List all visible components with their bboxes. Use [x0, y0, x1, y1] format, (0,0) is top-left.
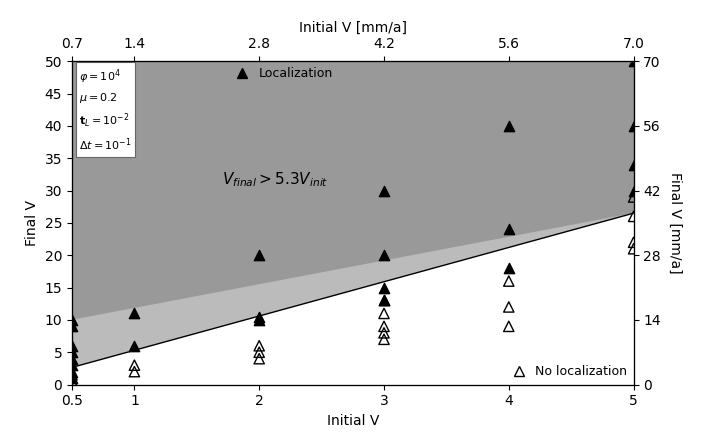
Point — [253, 313, 265, 320]
Point — [129, 368, 140, 375]
Point — [378, 187, 390, 194]
Point — [378, 252, 390, 259]
Point — [628, 239, 639, 246]
Point — [66, 378, 78, 385]
Point — [503, 323, 515, 330]
Point — [66, 371, 78, 378]
Point — [253, 349, 265, 356]
Point — [628, 187, 639, 194]
Text: $V_{final} > 5.3V_{init}$: $V_{final} > 5.3V_{init}$ — [222, 170, 328, 189]
Legend: No localization: No localization — [507, 365, 627, 378]
X-axis label: Initial V [mm/a]: Initial V [mm/a] — [299, 21, 407, 35]
Point — [66, 375, 78, 382]
Point — [628, 245, 639, 252]
Point — [503, 265, 515, 272]
Point — [378, 336, 390, 343]
Point — [503, 277, 515, 284]
Point — [129, 362, 140, 369]
Point — [66, 368, 78, 375]
Point — [66, 316, 78, 323]
Point — [253, 316, 265, 323]
Point — [628, 194, 639, 201]
Point — [66, 323, 78, 330]
Y-axis label: Final V: Final V — [25, 200, 39, 246]
Point — [378, 297, 390, 304]
Point — [66, 355, 78, 362]
Point — [129, 310, 140, 317]
Text: $\varphi=10^4$
$\mu=0.2$
$\mathbf{t}_L=10^{-2}$
$\Delta t=10^{-1}$: $\varphi=10^4$ $\mu=0.2$ $\mathbf{t}_L=1… — [79, 68, 132, 153]
Point — [253, 342, 265, 349]
Point — [378, 323, 390, 330]
Point — [503, 226, 515, 233]
Point — [253, 355, 265, 362]
Point — [628, 213, 639, 220]
Y-axis label: Final V [mm/a]: Final V [mm/a] — [667, 172, 682, 274]
Point — [378, 329, 390, 336]
Point — [253, 252, 265, 259]
Point — [503, 122, 515, 129]
Point — [503, 303, 515, 310]
Point — [628, 161, 639, 168]
Point — [378, 297, 390, 304]
Point — [129, 342, 140, 349]
Point — [378, 284, 390, 291]
X-axis label: Initial V: Initial V — [327, 414, 379, 428]
Point — [628, 58, 639, 65]
Point — [66, 349, 78, 356]
Point — [378, 310, 390, 317]
Point — [628, 122, 639, 129]
Point — [66, 342, 78, 349]
Point — [66, 362, 78, 369]
